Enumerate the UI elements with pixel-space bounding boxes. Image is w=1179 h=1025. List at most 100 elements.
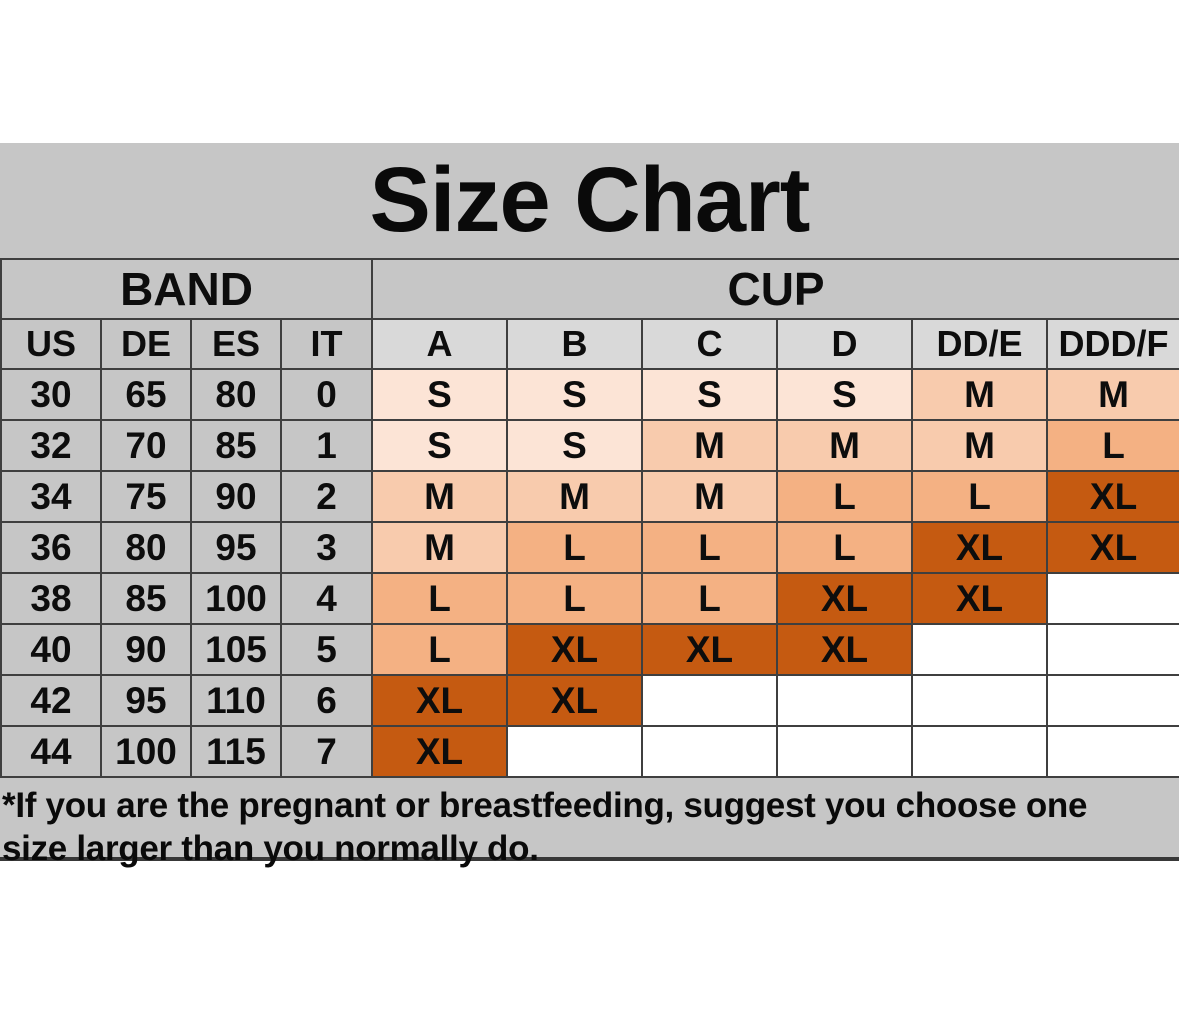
band-size-cell: 100 <box>190 572 282 625</box>
recommended-size-cell: S <box>641 368 779 421</box>
band-size-cell: 44 <box>0 725 102 778</box>
recommended-size-cell: M <box>506 470 644 523</box>
band-size-cell: 0 <box>279 368 374 421</box>
empty-cell <box>776 725 914 778</box>
recommended-size-cell: M <box>776 419 914 472</box>
recommended-size-cell: M <box>1046 368 1179 421</box>
column-header-cup-d: D <box>776 318 914 370</box>
recommended-size-cell: S <box>371 419 509 472</box>
band-size-cell: 115 <box>190 725 282 778</box>
recommended-size-cell: L <box>776 470 914 523</box>
table-row: 34 75 90 2 M M M L L XL <box>0 470 1179 523</box>
recommended-size-cell: L <box>371 572 509 625</box>
band-size-cell: 2 <box>279 470 374 523</box>
size-table: BAND CUP US DE ES IT A B C D DD/E DDD/F 30 65 80 0 S S… <box>0 258 1179 778</box>
band-size-cell: 1 <box>279 419 374 472</box>
recommended-size-cell: M <box>371 470 509 523</box>
band-size-cell: 95 <box>100 674 192 727</box>
recommended-size-cell: S <box>371 368 509 421</box>
recommended-size-cell: XL <box>371 725 509 778</box>
column-header-it: IT <box>279 318 374 370</box>
empty-cell <box>1046 623 1179 676</box>
recommended-size-cell: XL <box>911 521 1049 574</box>
empty-cell <box>911 674 1049 727</box>
recommended-size-cell: S <box>506 419 644 472</box>
column-header-de: DE <box>100 318 192 370</box>
recommended-size-cell: XL <box>776 572 914 625</box>
band-size-cell: 40 <box>0 623 102 676</box>
recommended-size-cell: XL <box>911 572 1049 625</box>
band-size-cell: 3 <box>279 521 374 574</box>
band-size-cell: 34 <box>0 470 102 523</box>
recommended-size-cell: M <box>641 419 779 472</box>
recommended-size-cell: M <box>641 470 779 523</box>
empty-cell <box>1046 725 1179 778</box>
table-row: 44 100 115 7 XL <box>0 725 1179 778</box>
band-size-cell: 65 <box>100 368 192 421</box>
band-size-cell: 75 <box>100 470 192 523</box>
column-header-cup-ddd-f: DDD/F <box>1046 318 1179 370</box>
band-size-cell: 42 <box>0 674 102 727</box>
recommended-size-cell: L <box>911 470 1049 523</box>
recommended-size-cell: L <box>776 521 914 574</box>
band-size-cell: 85 <box>190 419 282 472</box>
recommended-size-cell: L <box>1046 419 1179 472</box>
band-size-cell: 5 <box>279 623 374 676</box>
recommended-size-cell: XL <box>1046 521 1179 574</box>
recommended-size-cell: M <box>911 419 1049 472</box>
band-size-cell: 90 <box>190 470 282 523</box>
column-header-us: US <box>0 318 102 370</box>
table-row: 32 70 85 1 S S M M M L <box>0 419 1179 472</box>
column-header-cup-b: B <box>506 318 644 370</box>
recommended-size-cell: XL <box>776 623 914 676</box>
band-size-cell: 105 <box>190 623 282 676</box>
table-row: 42 95 110 6 XL XL <box>0 674 1179 727</box>
recommended-size-cell: L <box>371 623 509 676</box>
table-row: 38 85 100 4 L L L XL XL <box>0 572 1179 625</box>
page-title: Size Chart <box>369 149 811 251</box>
recommended-size-cell: XL <box>506 623 644 676</box>
band-size-cell: 7 <box>279 725 374 778</box>
recommended-size-cell: L <box>506 572 644 625</box>
recommended-size-cell: M <box>371 521 509 574</box>
band-size-cell: 90 <box>100 623 192 676</box>
band-size-cell: 110 <box>190 674 282 727</box>
empty-cell <box>1046 674 1179 727</box>
band-size-cell: 4 <box>279 572 374 625</box>
table-row: 36 80 95 3 M L L L XL XL <box>0 521 1179 574</box>
size-chart-panel: Size Chart BAND CUP US DE ES IT A B C D DD/E DDD/… <box>0 143 1179 868</box>
column-header-es: ES <box>190 318 282 370</box>
recommended-size-cell: XL <box>506 674 644 727</box>
band-size-cell: 32 <box>0 419 102 472</box>
recommended-size-cell: XL <box>641 623 779 676</box>
empty-cell <box>1046 572 1179 625</box>
column-header-cup-a: A <box>371 318 509 370</box>
band-size-cell: 70 <box>100 419 192 472</box>
footnote: *If you are the pregnant or breastfeedin… <box>0 778 1179 870</box>
empty-cell <box>641 674 779 727</box>
band-size-cell: 38 <box>0 572 102 625</box>
group-header-row: BAND CUP <box>0 258 1179 320</box>
empty-cell <box>506 725 644 778</box>
table-row: 30 65 80 0 S S S S M M <box>0 368 1179 421</box>
empty-cell <box>776 674 914 727</box>
recommended-size-cell: L <box>641 521 779 574</box>
empty-cell <box>641 725 779 778</box>
band-size-cell: 100 <box>100 725 192 778</box>
recommended-size-cell: S <box>506 368 644 421</box>
cup-group-header: CUP <box>371 258 1179 320</box>
band-size-cell: 80 <box>100 521 192 574</box>
recommended-size-cell: L <box>506 521 644 574</box>
band-size-cell: 6 <box>279 674 374 727</box>
table-body: 30 65 80 0 S S S S M M 32 70 85 1 S S M M M L 34 75 90 2 M M M L L XL… <box>0 368 1179 778</box>
band-size-cell: 36 <box>0 521 102 574</box>
footnote-line-1: *If you are the pregnant or breastfeedin… <box>2 786 1088 825</box>
column-header-cup-dd-e: DD/E <box>911 318 1049 370</box>
recommended-size-cell: M <box>911 368 1049 421</box>
band-size-cell: 80 <box>190 368 282 421</box>
band-group-header: BAND <box>0 258 374 320</box>
band-size-cell: 95 <box>190 521 282 574</box>
band-size-cell: 30 <box>0 368 102 421</box>
column-header-row: US DE ES IT A B C D DD/E DDD/F <box>0 318 1179 370</box>
footnote-line-2: size larger than you normally do. <box>2 829 539 868</box>
